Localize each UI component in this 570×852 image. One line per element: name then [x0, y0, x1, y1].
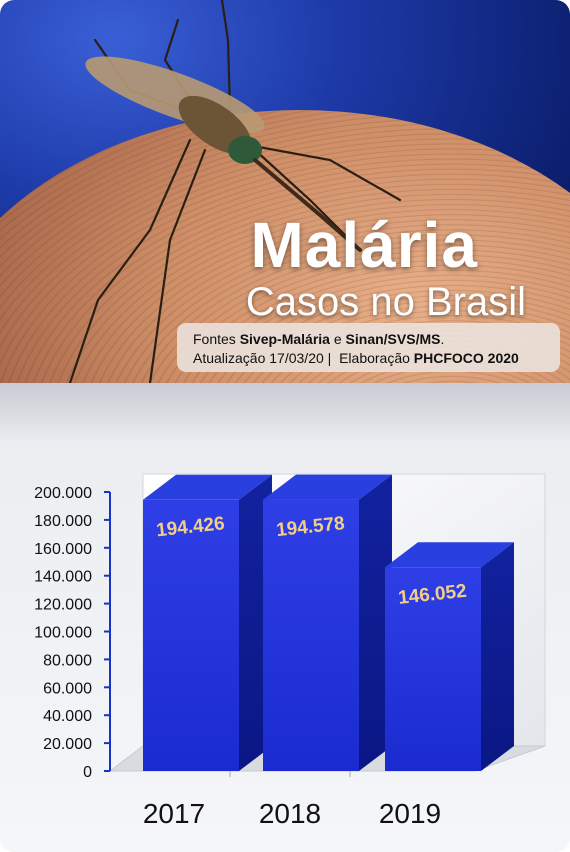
chart-subtitle: Casos no Brasil — [245, 280, 526, 324]
y-tick-label: 80.000 — [43, 652, 92, 669]
chart-title: Malária — [250, 209, 478, 281]
bar-side-face — [359, 474, 392, 771]
source-sivep: Sivep-Malária — [239, 331, 330, 347]
source-prefix: Fontes — [193, 331, 240, 347]
y-tick-label: 40.000 — [43, 708, 92, 725]
y-tick-label: 180.000 — [34, 513, 92, 530]
bar — [385, 567, 481, 771]
mosquito-illustration — [68, 0, 402, 383]
source-period: . — [440, 331, 445, 347]
bar — [263, 499, 359, 771]
bar-chart: 0 20.000 40.000 60.000 80.000 100.000 120.000 1… — [34, 473, 546, 829]
x-category-label: 2017 — [143, 798, 205, 829]
source-box: Fontes Sivep-Malária e Sinan/SVS/MS. Atu… — [177, 323, 560, 372]
source-conjunction: e — [329, 331, 346, 347]
y-tick-label: 160.000 — [34, 541, 92, 558]
x-category-label: 2018 — [259, 798, 321, 829]
bar-top-face — [263, 474, 392, 500]
y-tick-label: 60.000 — [43, 680, 92, 697]
update-line: Atualização 17/03/20 | Elaboração PHCFOC… — [193, 350, 519, 366]
bar-side-face — [481, 542, 514, 771]
x-category-label: 2019 — [379, 798, 441, 829]
bar-top-face — [143, 474, 272, 500]
bar — [143, 499, 239, 771]
hero-photo: Malária Casos no Brasil Fontes Sivep-Mal… — [0, 0, 570, 383]
source-sinan: Sinan/SVS/MS — [345, 331, 441, 347]
source-line: Fontes Sivep-Malária e Sinan/SVS/MS. — [193, 331, 444, 347]
transition-fade — [0, 383, 570, 443]
y-tick-label: 120.000 — [34, 597, 92, 614]
elaboration-label: Elaboração — [339, 350, 414, 366]
elaboration-value: PHCFOCO 2020 — [413, 350, 519, 366]
y-tick-label: 100.000 — [34, 625, 92, 642]
y-tick-label: 0 — [83, 764, 92, 781]
y-tick-label: 200.000 — [34, 485, 92, 502]
y-tick-label: 140.000 — [34, 569, 92, 586]
update-label: Atualização 17/03/20 | — [193, 350, 332, 366]
y-tick-label: 20.000 — [43, 736, 92, 753]
bar-top-face — [385, 542, 514, 568]
